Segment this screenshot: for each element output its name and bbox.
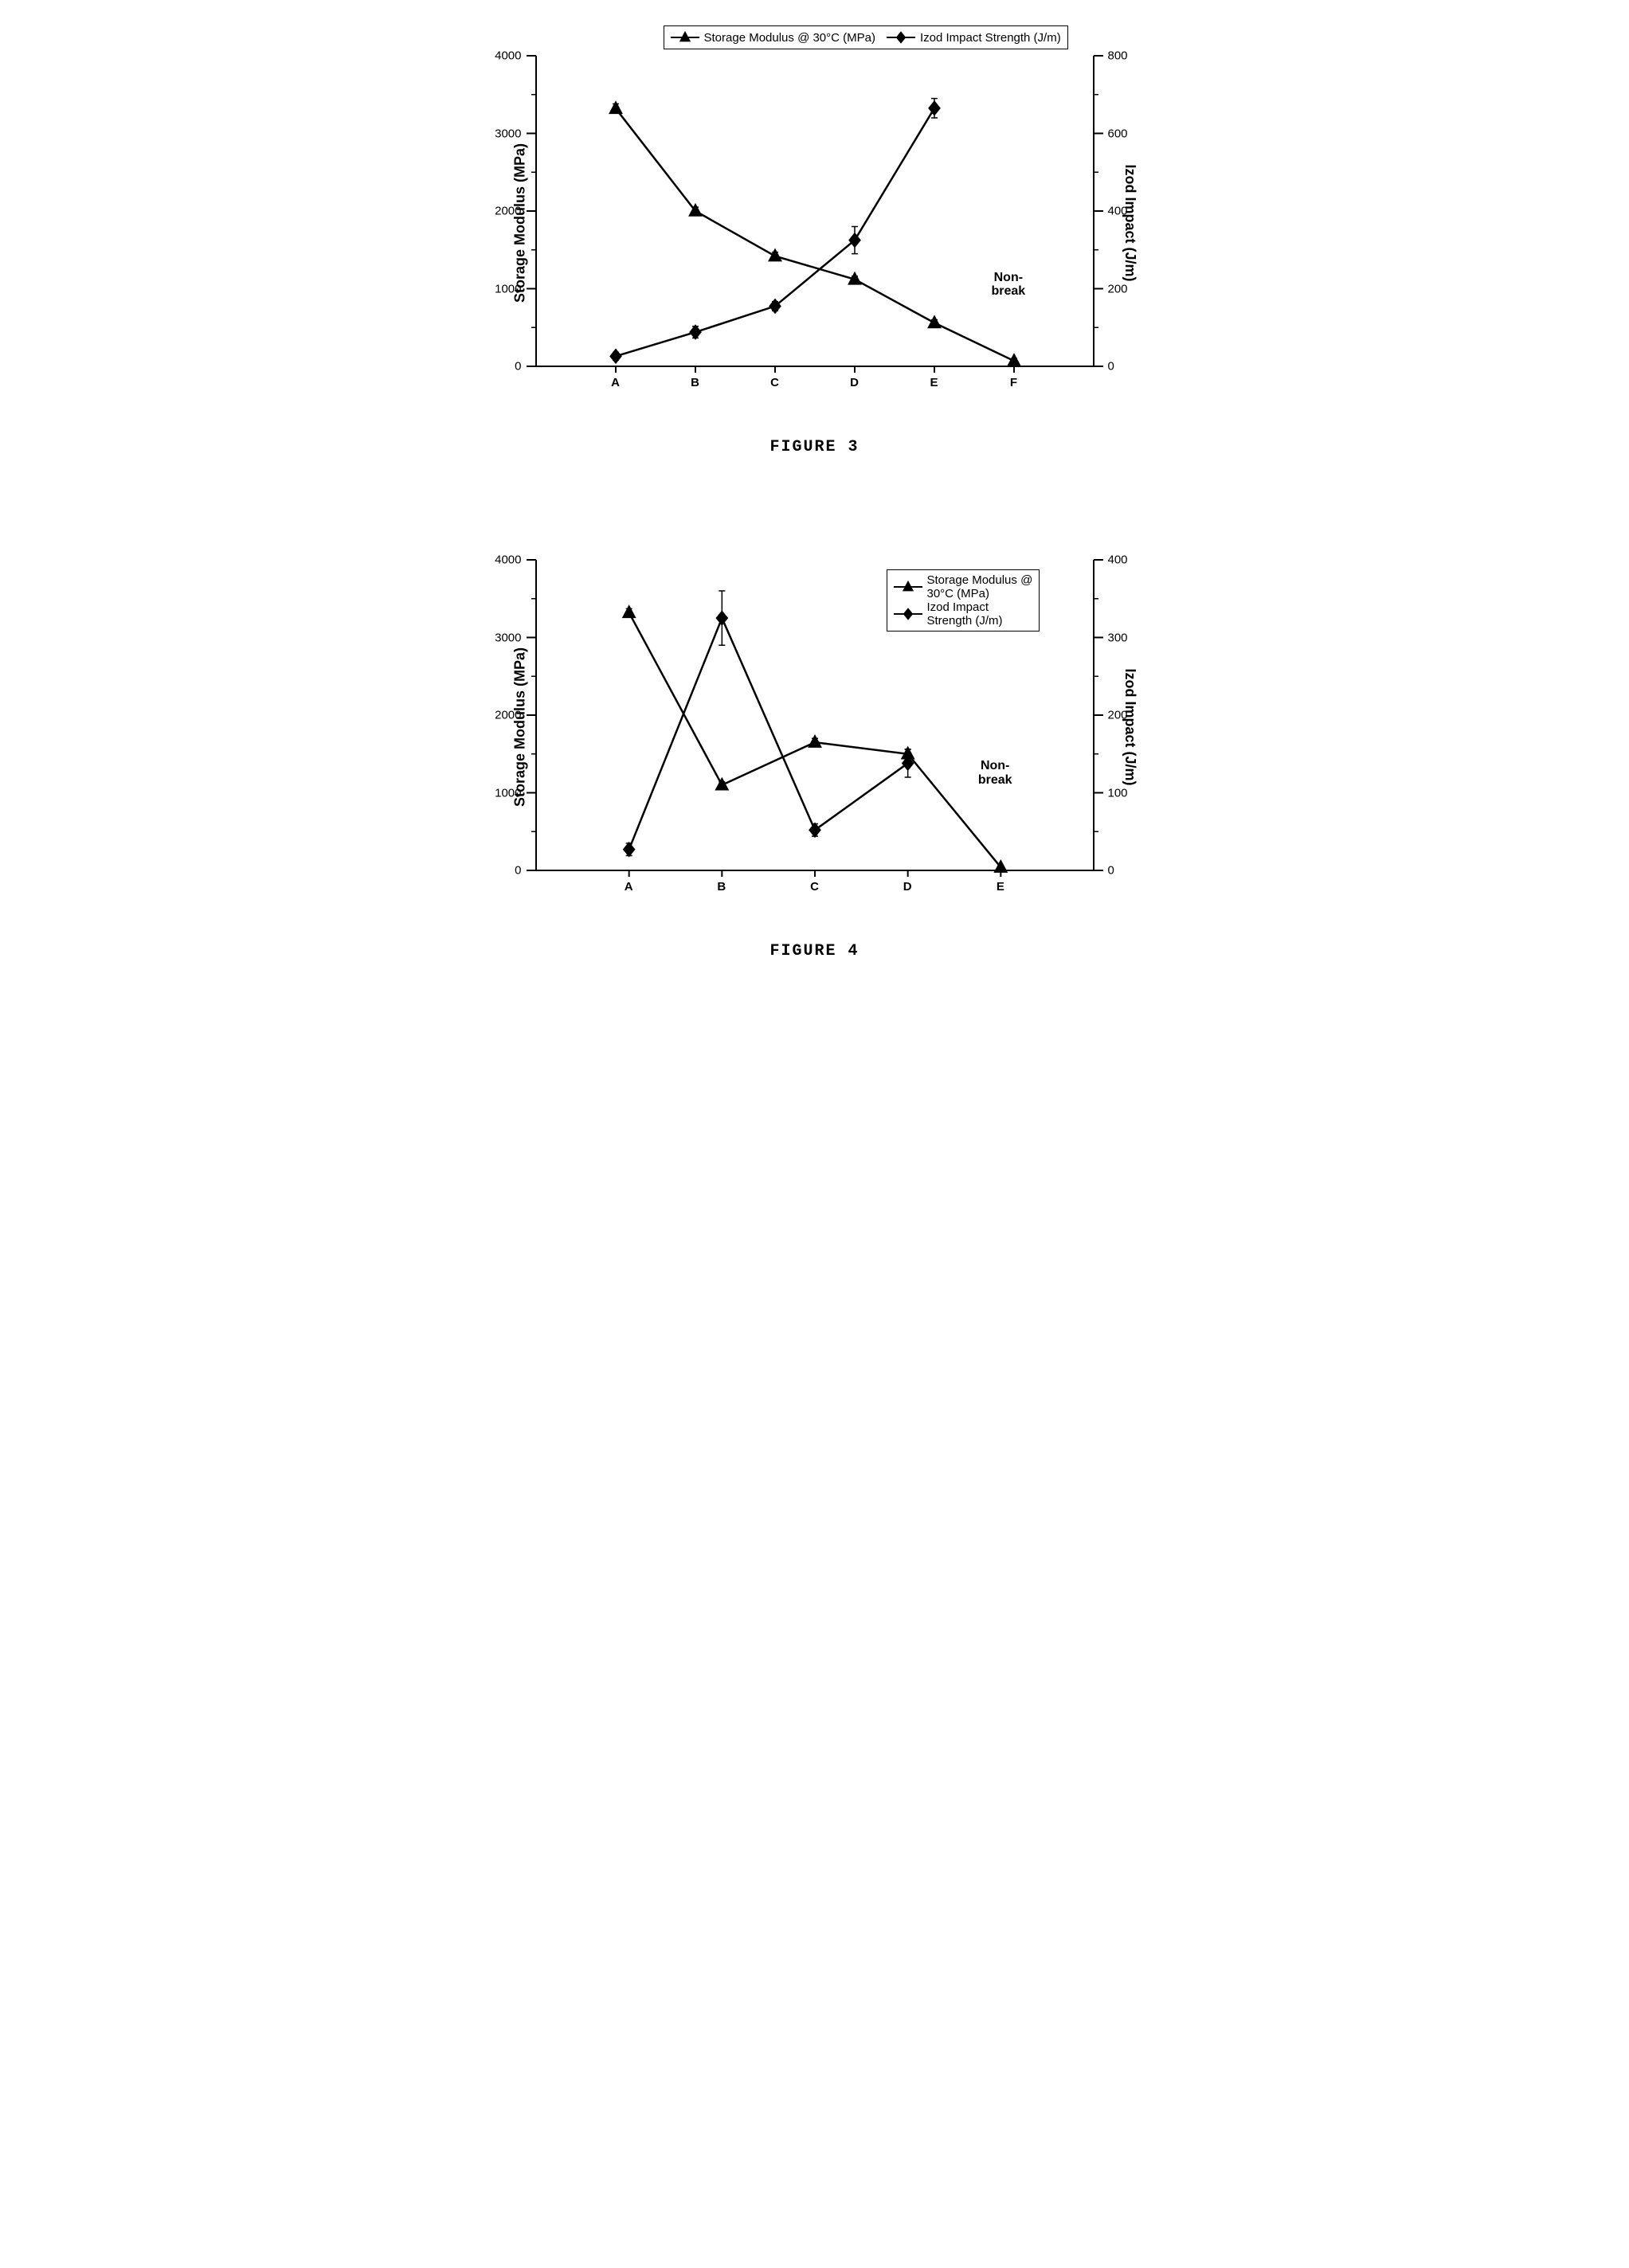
legend-label: Storage Modulus @ 30°C (MPa) (704, 31, 875, 45)
y2-tick-label: 600 (1094, 127, 1128, 140)
y2-tick-label: 200 (1094, 282, 1128, 295)
y1-tick-label: 0 (515, 864, 535, 878)
category-label: B (717, 870, 726, 894)
category-label: C (770, 366, 779, 389)
y2-axis-label: Izod Impact (J/m) (1122, 668, 1138, 785)
category-label: E (930, 366, 938, 389)
legend: Storage Modulus @30°C (MPa)Izod ImpactSt… (887, 569, 1040, 632)
y2-tick-label: 300 (1094, 631, 1128, 644)
triangle-icon (902, 581, 914, 593)
category-label: F (1010, 366, 1017, 389)
non-break-annotation: Non-break (978, 759, 1012, 787)
legend-item: Izod Impact Strength (J/m) (887, 29, 1061, 45)
legend-item: Izod ImpactStrength (J/m) (894, 600, 1033, 628)
y2-axis-label: Izod Impact (J/m) (1122, 164, 1138, 281)
legend-label: Izod Impact Strength (J/m) (920, 31, 1061, 45)
legend-label: Izod ImpactStrength (J/m) (927, 600, 1003, 628)
y1-tick-label: 0 (515, 360, 535, 373)
y1-tick-label: 4000 (495, 49, 535, 63)
y1-axis-label: Storage Modulus (MPa) (511, 143, 528, 303)
category-label: D (850, 366, 859, 389)
figure-3-chart: 010002000300040000200400600800ABCDEFStor… (456, 32, 1173, 414)
figure-4-caption: FIGURE 4 (32, 942, 1597, 960)
legend-label: Storage Modulus @30°C (MPa) (927, 573, 1033, 600)
category-label: A (625, 870, 633, 894)
diamond-icon (902, 608, 914, 620)
category-label: C (810, 870, 819, 894)
triangle-icon (679, 31, 691, 44)
category-label: E (997, 870, 1004, 894)
y2-tick-label: 0 (1094, 864, 1114, 878)
y1-tick-label: 4000 (495, 553, 535, 567)
y2-tick-label: 0 (1094, 360, 1114, 373)
figure-4-chart: 010002000300040000100200300400ABCDEStora… (456, 536, 1173, 918)
category-label: B (691, 366, 699, 389)
y2-tick-label: 800 (1094, 49, 1128, 63)
legend-item: Storage Modulus @ 30°C (MPa) (671, 29, 875, 45)
figure-3: 010002000300040000200400600800ABCDEFStor… (32, 32, 1597, 456)
y2-tick-label: 400 (1094, 553, 1128, 567)
legend-item: Storage Modulus @30°C (MPa) (894, 573, 1033, 600)
y1-tick-label: 3000 (495, 631, 535, 644)
category-label: D (903, 870, 912, 894)
category-label: A (611, 366, 620, 389)
figure-3-caption: FIGURE 3 (32, 438, 1597, 456)
figure-4: 010002000300040000100200300400ABCDEStora… (32, 536, 1597, 960)
y1-tick-label: 3000 (495, 127, 535, 140)
diamond-icon (895, 31, 907, 44)
non-break-annotation: Non-break (992, 271, 1026, 299)
y2-tick-label: 100 (1094, 786, 1128, 800)
legend: Storage Modulus @ 30°C (MPa) Izod Impact … (664, 25, 1068, 49)
y1-axis-label: Storage Modulus (MPa) (511, 647, 528, 807)
